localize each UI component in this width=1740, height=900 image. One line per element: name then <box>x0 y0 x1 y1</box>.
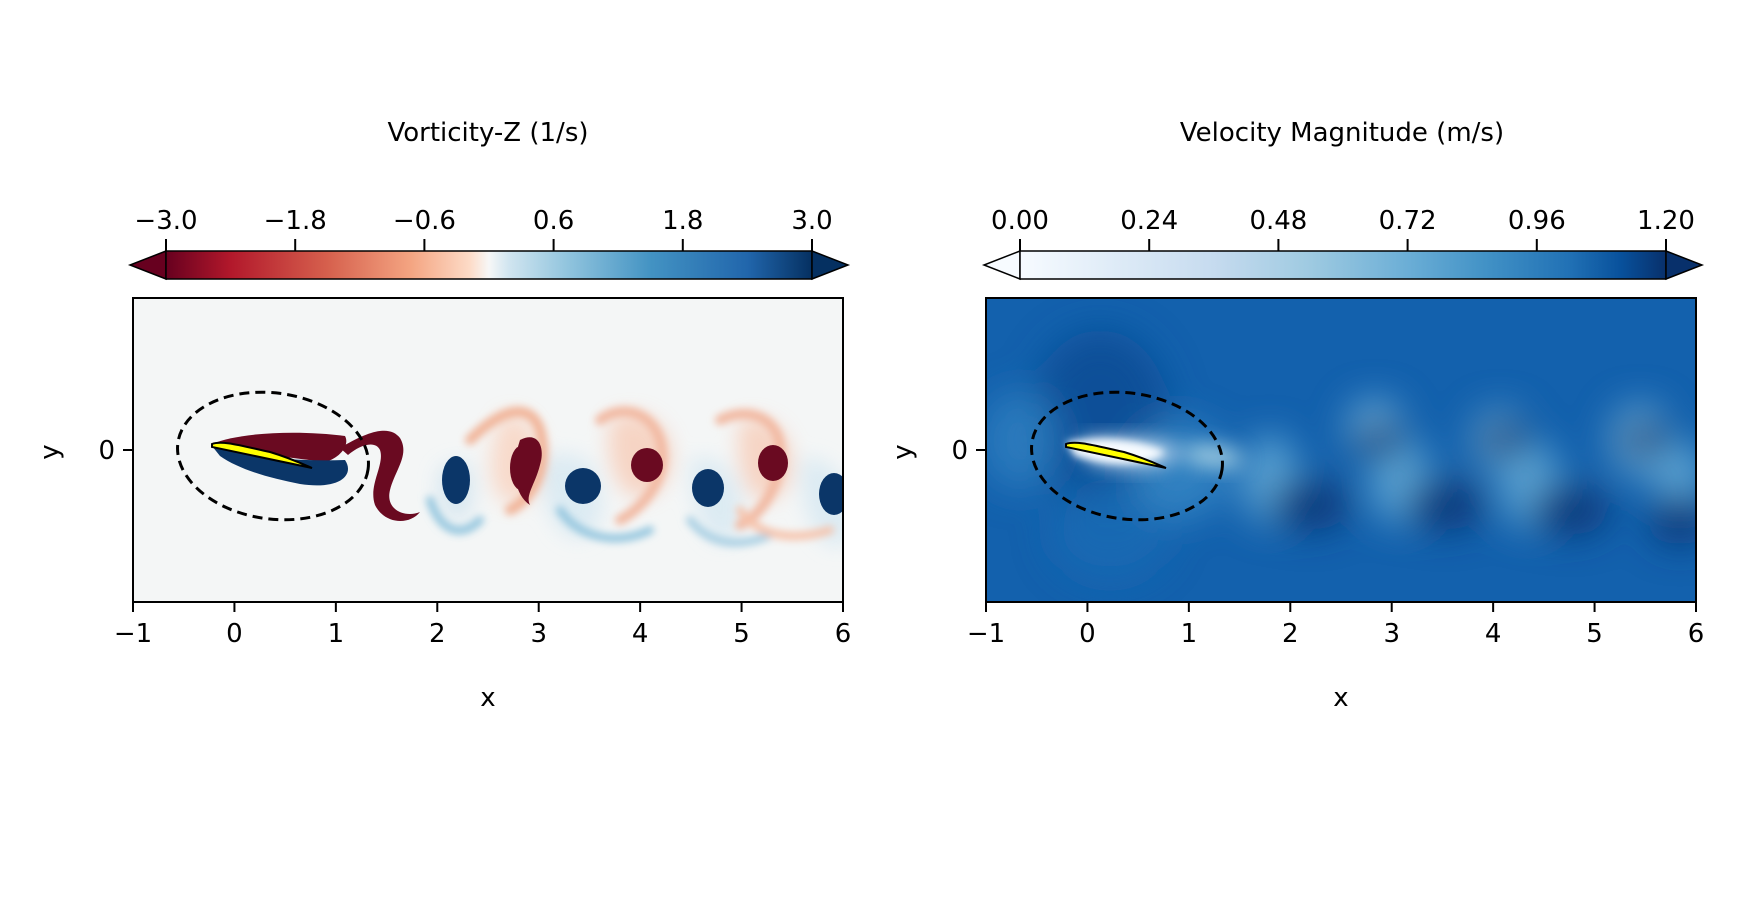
velocity-x-tick-label: 6 <box>1688 619 1705 649</box>
velocity-x-tick-label: 4 <box>1485 619 1502 649</box>
velocity-airfoil <box>1065 441 1167 469</box>
velocity-colorbar-tick-label: 0.24 <box>1120 206 1178 236</box>
vorticity-colorbar-tick-label: 0.6 <box>533 206 574 236</box>
velocity-x-tick-label: 3 <box>1383 619 1400 649</box>
vorticity-x-tick-label: 5 <box>733 619 750 649</box>
vorticity-x-tick-label: −1 <box>114 619 152 649</box>
vorticity-colorbar-tick-label: 1.8 <box>662 206 703 236</box>
vorticity-x-tick-label: 4 <box>632 619 649 649</box>
vorticity-plot-area <box>133 298 843 602</box>
velocity-field <box>986 330 1696 580</box>
vorticity-colorbar-gradient <box>165 250 813 280</box>
vorticity-highlight-ellipse <box>176 390 370 522</box>
velocity-colorbar: 0.00 0.24 0.48 0.72 0.96 1.20 <box>981 206 1705 281</box>
vorticity-colorbar-tick-label: −1.8 <box>264 206 327 236</box>
velocity-colorbar-tick-label: 1.20 <box>1637 206 1695 236</box>
vorticity-x-tick-label: 1 <box>328 619 345 649</box>
velocity-colorbar-extend-high <box>1665 249 1705 281</box>
vorticity-panel: Vorticity-Z (1/s) −3.0 −1.8 −0.6 0.6 1.8 3.0 <box>35 118 852 713</box>
velocity-x-tick-label: 1 <box>1181 619 1198 649</box>
vorticity-x-tick-label: 3 <box>530 619 547 649</box>
velocity-colorbar-extend-low <box>981 249 1021 281</box>
velocity-x-tick-label: 2 <box>1282 619 1299 649</box>
vorticity-colorbar-extend-high <box>811 249 851 281</box>
velocity-x-tick-label: 5 <box>1586 619 1603 649</box>
vorticity-colorbar-tick-label: −3.0 <box>134 206 197 236</box>
vorticity-ylabel: y <box>35 444 65 459</box>
velocity-x-tick-label: 0 <box>1079 619 1096 649</box>
vorticity-x-tick-label: 0 <box>226 619 243 649</box>
velocity-colorbar-label: Velocity Magnitude (m/s) <box>1180 118 1504 148</box>
velocity-y-tick-label: 0 <box>951 436 968 466</box>
vorticity-colorbar-extend-low <box>127 249 167 281</box>
velocity-colorbar-tick-label: 0.96 <box>1508 206 1566 236</box>
vorticity-x-tick-label: 6 <box>835 619 852 649</box>
velocity-ylabel: y <box>888 444 918 459</box>
velocity-colorbar-tick-label: 0.72 <box>1379 206 1437 236</box>
velocity-xlabel: x <box>1333 683 1348 713</box>
vorticity-colorbar: −3.0 −1.8 −0.6 0.6 1.8 3.0 <box>127 206 851 281</box>
vorticity-colorbar-tick-label: 3.0 <box>791 206 832 236</box>
vorticity-x-tick-label: 2 <box>429 619 446 649</box>
velocity-colorbar-gradient <box>1019 250 1667 280</box>
vorticity-xlabel: x <box>480 683 495 713</box>
vorticity-colorbar-label: Vorticity-Z (1/s) <box>387 118 588 148</box>
vorticity-field <box>212 406 843 547</box>
velocity-colorbar-tick-label: 0.48 <box>1249 206 1307 236</box>
vorticity-airfoil <box>211 441 313 469</box>
velocity-highlight-ellipse <box>1030 390 1224 522</box>
velocity-colorbar-tick-label: 0.00 <box>991 206 1049 236</box>
velocity-panel: Velocity Magnitude (m/s) 0.00 0.24 0.48 0.7… <box>888 118 1705 713</box>
velocity-x-tick-label: −1 <box>967 619 1005 649</box>
vorticity-colorbar-tick-label: −0.6 <box>393 206 456 236</box>
velocity-plot-area <box>986 298 1696 602</box>
vorticity-y-tick-label: 0 <box>98 436 115 466</box>
